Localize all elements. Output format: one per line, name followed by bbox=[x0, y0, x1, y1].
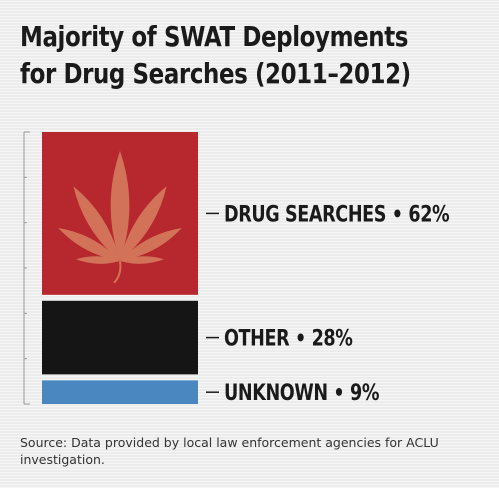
chart-title-line2: for Drug Searches (2011–2012) bbox=[20, 57, 411, 90]
leaf-blade bbox=[58, 227, 120, 261]
bar-label-drug-searches: DRUG SEARCHES • 62% bbox=[224, 202, 450, 227]
leaf-blade bbox=[73, 186, 120, 261]
stacked-bar-chart: DRUG SEARCHES • 62% OTHER • 28% UNKNOWN • … bbox=[23, 131, 450, 406]
bar-label-unknown: UNKNOWN • 9% bbox=[224, 381, 379, 406]
bar-label-other: OTHER • 28% bbox=[224, 327, 353, 352]
chart-title: Majority of SWAT Deployments for Drug Se… bbox=[20, 18, 411, 92]
bar-segment-unknown bbox=[42, 380, 198, 404]
leaf-stem bbox=[113, 260, 122, 284]
leaf-blade bbox=[76, 256, 120, 264]
leaf-blade bbox=[120, 186, 167, 261]
chart-title-line1: Majority of SWAT Deployments bbox=[20, 20, 409, 53]
leaf-blade bbox=[120, 256, 164, 264]
leaf-blade bbox=[120, 227, 182, 261]
leaf-blade bbox=[110, 150, 130, 261]
axis-bracket bbox=[23, 131, 30, 405]
cannabis-leaf-icon bbox=[58, 150, 182, 284]
bar-segment-other bbox=[42, 300, 198, 375]
source-note: Source: Data provided by local law enfor… bbox=[20, 435, 439, 467]
